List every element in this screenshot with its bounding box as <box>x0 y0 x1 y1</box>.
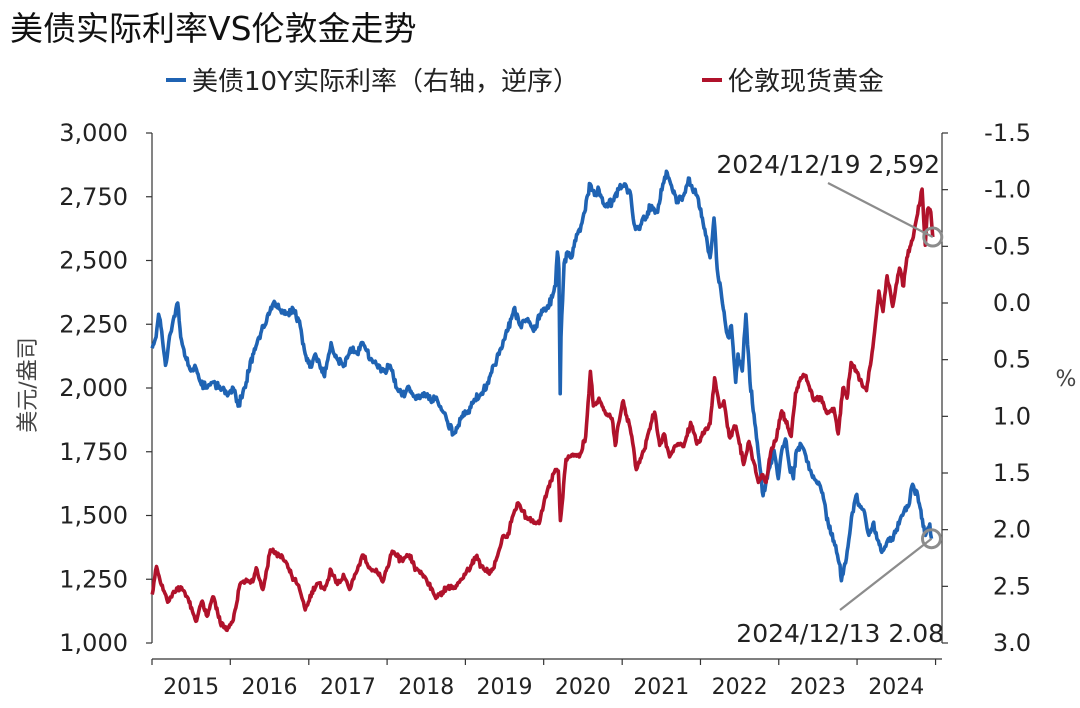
right-tick-label: -1.0 <box>984 176 1031 204</box>
legend: 美债10Y实际利率（右轴，逆序） 伦敦现货黄金 <box>166 67 884 97</box>
annotation-marker <box>920 528 942 550</box>
annotation-layer: 2024/12/19 2,592 2024/12/13 2.08 <box>716 150 944 648</box>
annotation-marker <box>922 226 944 248</box>
left-tick-label: 1,750 <box>59 438 128 466</box>
annotation-label: 2024/12/13 2.08 <box>736 619 944 648</box>
series-line-gold <box>150 187 935 633</box>
x-tick-label: 2017 <box>320 675 376 700</box>
series-line-real-rate <box>150 169 934 583</box>
right-tick-label: 0.0 <box>993 289 1031 317</box>
left-tick-label: 2,250 <box>59 310 128 338</box>
x-tick-label: 2021 <box>633 675 689 700</box>
left-axis-title: 美元/盎司 <box>16 337 41 432</box>
right-tick-label: 2.0 <box>993 516 1031 544</box>
annotation-leader-line <box>827 182 934 239</box>
legend-label-real-rate: 美债10Y实际利率（右轴，逆序） <box>192 67 579 97</box>
x-tick-label: 2019 <box>477 675 533 700</box>
x-tick-label: 2020 <box>555 675 611 700</box>
left-tick-label: 1,000 <box>59 629 128 657</box>
axes: 3,000 2,750 2,500 2,250 2,000 1,750 1,500 1,250… <box>59 119 1031 700</box>
right-tick-label: 0.5 <box>993 346 1031 374</box>
right-tick-label: -0.5 <box>984 232 1031 260</box>
legend-label-gold: 伦敦现货黄金 <box>728 67 884 97</box>
series-layer <box>150 169 935 633</box>
x-tick-label: 2024 <box>868 675 924 700</box>
annotation-label: 2024/12/19 2,592 <box>716 150 940 179</box>
x-tick-label: 2023 <box>790 675 846 700</box>
left-tick-label: 2,500 <box>59 247 128 275</box>
x-tick-label: 2018 <box>398 675 454 700</box>
right-tick-label: 1.5 <box>993 459 1031 487</box>
x-tick-label: 2015 <box>163 675 219 700</box>
chart-title: 美债实际利率VS伦敦金走势 <box>10 9 417 48</box>
left-tick-label: 2,000 <box>59 374 128 402</box>
left-tick-label: 1,500 <box>59 502 128 530</box>
right-axis-title: % <box>1056 367 1077 392</box>
right-tick-label: -1.5 <box>984 119 1031 147</box>
right-tick-label: 3.0 <box>993 629 1031 657</box>
left-tick-label: 1,250 <box>59 565 128 593</box>
x-tick-label: 2022 <box>712 675 768 700</box>
x-tick-label: 2016 <box>242 675 298 700</box>
right-tick-label: 1.0 <box>993 402 1031 430</box>
left-tick-label: 3,000 <box>59 119 128 147</box>
right-tick-label: 2.5 <box>993 572 1031 600</box>
annotation-leader-line <box>839 537 933 611</box>
left-tick-label: 2,750 <box>59 183 128 211</box>
